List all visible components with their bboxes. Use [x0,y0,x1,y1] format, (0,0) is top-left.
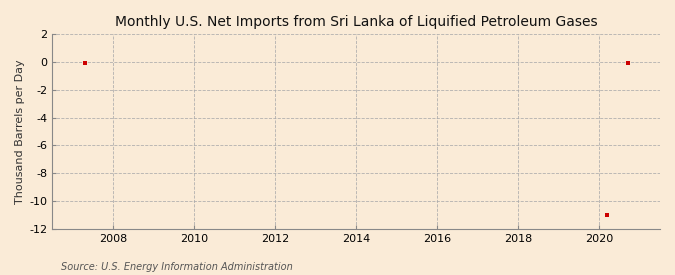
Title: Monthly U.S. Net Imports from Sri Lanka of Liquified Petroleum Gases: Monthly U.S. Net Imports from Sri Lanka … [115,15,597,29]
Text: Source: U.S. Energy Information Administration: Source: U.S. Energy Information Administ… [61,262,292,272]
Y-axis label: Thousand Barrels per Day: Thousand Barrels per Day [15,59,25,204]
Point [602,213,613,217]
Point [622,60,633,65]
Point [79,60,90,65]
